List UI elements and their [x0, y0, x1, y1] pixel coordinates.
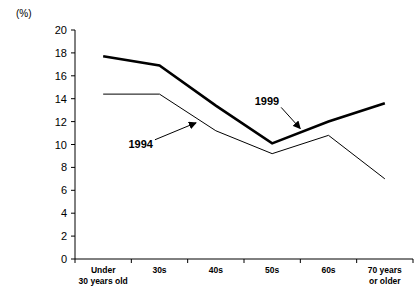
x-tick — [300, 259, 301, 263]
y-tick — [71, 52, 75, 53]
x-tick-label-line: 60s — [321, 265, 335, 275]
y-tick-label: 6 — [61, 184, 67, 196]
y-tick — [71, 121, 75, 122]
x-tick-label: 60s — [321, 265, 335, 275]
y-tick — [71, 213, 75, 214]
x-tick-label: 40s — [209, 265, 223, 275]
x-tick-label-line: 70 years — [368, 265, 402, 275]
y-tick-label: 12 — [55, 116, 67, 128]
x-tick-label-line: 50s — [265, 265, 279, 275]
x-tick — [413, 259, 414, 263]
x-tick — [131, 259, 132, 263]
y-tick — [71, 98, 75, 99]
series-label: 1999 — [255, 95, 279, 107]
chart-container: 0 2 4 6 8 10 12 14 16 18 20 (%) Under30 years old 30s… — [0, 0, 416, 297]
y-tick-label: 14 — [55, 93, 67, 105]
annotation-arrow — [281, 107, 300, 128]
y-tick-label: 10 — [55, 139, 67, 151]
x-tick-label-line: or older — [369, 276, 401, 286]
series-label: 1994 — [128, 138, 153, 150]
x-tick-label: 30s — [152, 265, 166, 275]
annotation-arrow — [155, 123, 196, 140]
y-tick-label: 0 — [61, 253, 67, 265]
y-tick-label: 4 — [61, 207, 67, 219]
y-tick — [71, 190, 75, 191]
y-tick — [71, 30, 75, 31]
y-tick — [71, 236, 75, 237]
chart-svg: 0 2 4 6 8 10 12 14 16 18 20 (%) Under30 years old 30s… — [0, 0, 416, 297]
y-tick — [71, 144, 75, 145]
y-tick-label: 18 — [55, 47, 67, 59]
y-tick-label: 20 — [55, 24, 67, 36]
y-tick-label: 16 — [55, 70, 67, 82]
x-tick — [356, 259, 357, 263]
x-tick-label-line: 30 years old — [79, 276, 128, 286]
y-tick — [71, 75, 75, 76]
y-tick — [71, 167, 75, 168]
y-tick-label: 2 — [61, 230, 67, 242]
y-axis-label: (%) — [16, 8, 32, 19]
x-tick-label-line: 40s — [209, 265, 223, 275]
x-tick-label-line: 30s — [152, 265, 166, 275]
x-tick-label: 70 yearsor older — [368, 265, 402, 286]
x-tick — [187, 259, 188, 263]
x-tick-label: Under30 years old — [79, 265, 128, 286]
y-tick — [71, 259, 75, 260]
x-tick — [244, 259, 245, 263]
plot-area — [103, 56, 385, 179]
series-line — [103, 94, 385, 179]
y-tick-label: 8 — [61, 161, 67, 173]
x-tick-label-line: Under — [91, 265, 116, 275]
series-line — [103, 56, 385, 143]
x-tick-label: 50s — [265, 265, 279, 275]
x-tick — [75, 259, 76, 263]
